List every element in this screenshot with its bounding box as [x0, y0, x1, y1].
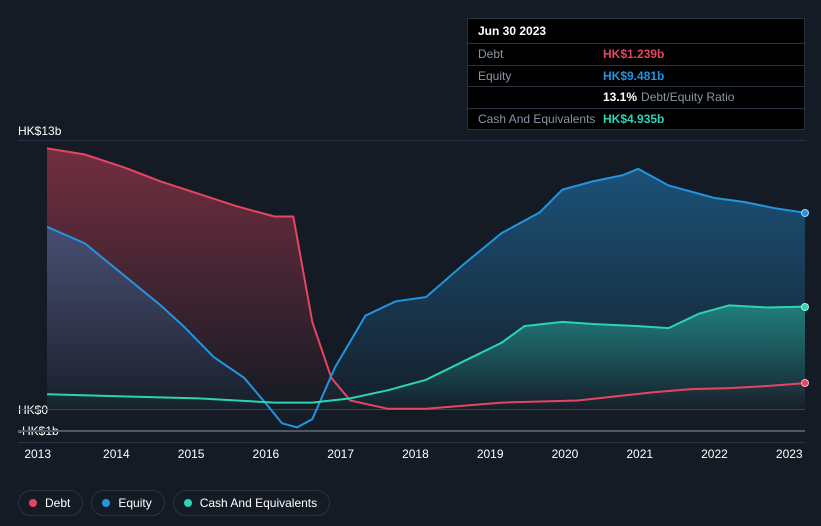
cash-end-marker: [801, 303, 809, 311]
tooltip-row: DebtHK$1.239b: [468, 44, 804, 65]
tooltip-row-label: Equity: [478, 69, 603, 83]
legend-item-label: Debt: [45, 496, 70, 510]
hover-tooltip: Jun 30 2023 DebtHK$1.239bEquityHK$9.481b…: [467, 18, 805, 130]
tooltip-row: EquityHK$9.481b: [468, 66, 804, 87]
x-axis-label: 2013: [24, 447, 51, 461]
legend-dot-icon: [29, 499, 37, 507]
legend: Debt Equity Cash And Equivalents: [18, 490, 330, 516]
x-axis-label: 2014: [103, 447, 130, 461]
tooltip-row-value: 13.1%Debt/Equity Ratio: [603, 90, 734, 104]
tooltip-row-value: HK$1.239b: [603, 47, 664, 61]
x-axis-label: 2016: [253, 447, 280, 461]
x-axis-label: 2020: [552, 447, 579, 461]
legend-item-debt[interactable]: Debt: [18, 490, 83, 516]
legend-dot-icon: [102, 499, 110, 507]
x-axis-label: 2018: [402, 447, 429, 461]
tooltip-date: Jun 30 2023: [468, 19, 804, 44]
tooltip-row-value: HK$4.935b: [603, 112, 664, 126]
y-axis-label: HK$0: [18, 403, 48, 417]
x-axis-label: 2022: [701, 447, 728, 461]
tooltip-row-value: HK$9.481b: [603, 69, 664, 83]
y-axis-label: HK$13b: [18, 124, 61, 138]
tooltip-row: 13.1%Debt/Equity Ratio: [468, 87, 804, 108]
x-axis-label: 2017: [327, 447, 354, 461]
chart-plot: [47, 140, 805, 442]
debt-end-marker: [801, 379, 809, 387]
legend-dot-icon: [184, 499, 192, 507]
equity-end-marker: [801, 209, 809, 217]
legend-item-cash[interactable]: Cash And Equivalents: [173, 490, 330, 516]
tooltip-row-label: [478, 90, 603, 104]
x-axis: 2013 2014 2015 2016 2017 2018 2019 2020 2021 2022…: [18, 442, 805, 462]
x-axis-label: 2015: [178, 447, 205, 461]
legend-item-label: Cash And Equivalents: [200, 496, 317, 510]
x-axis-label: 2019: [477, 447, 504, 461]
tooltip-row-suffix: Debt/Equity Ratio: [641, 90, 734, 104]
x-axis-label: 2021: [626, 447, 653, 461]
tooltip-row: Cash And EquivalentsHK$4.935b: [468, 109, 804, 129]
tooltip-row-label: Debt: [478, 47, 603, 61]
legend-item-equity[interactable]: Equity: [91, 490, 164, 516]
legend-item-label: Equity: [118, 496, 151, 510]
x-axis-label: 2023: [776, 447, 803, 461]
tooltip-row-label: Cash And Equivalents: [478, 112, 603, 126]
